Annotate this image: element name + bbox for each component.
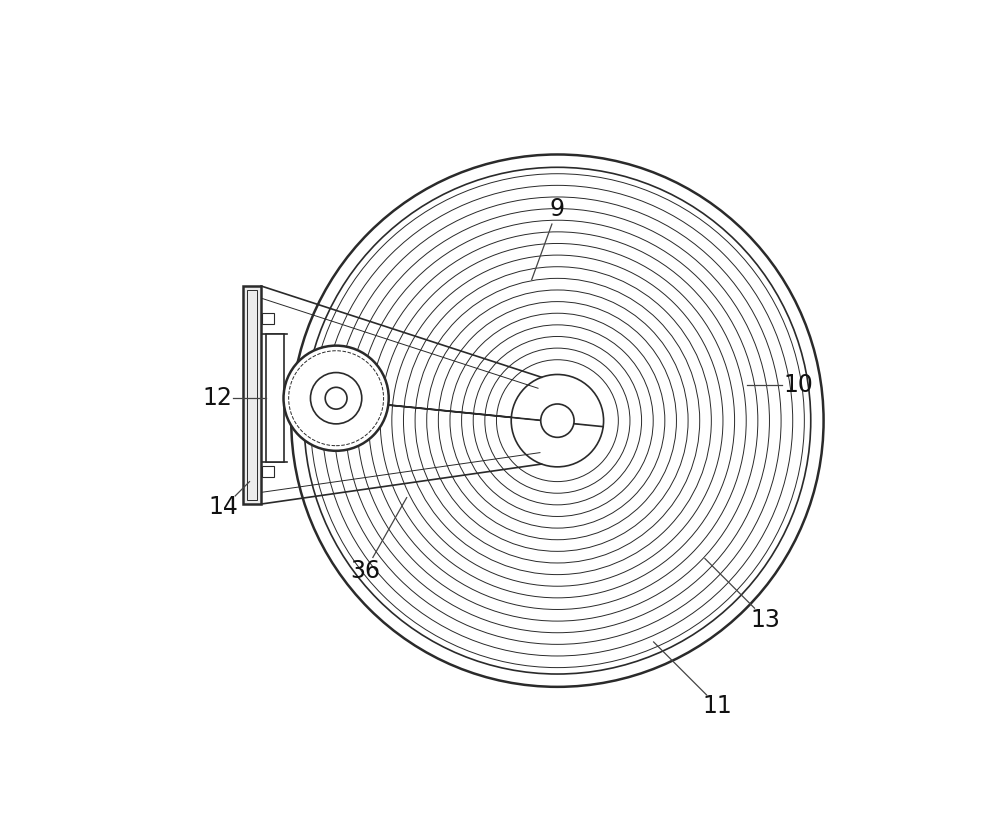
- Polygon shape: [284, 394, 603, 426]
- Bar: [247, 290, 257, 500]
- Circle shape: [325, 387, 347, 409]
- Text: 36: 36: [350, 560, 380, 583]
- Text: 10: 10: [783, 373, 813, 397]
- Bar: [262, 466, 274, 477]
- Circle shape: [310, 372, 362, 424]
- Text: 12: 12: [203, 387, 232, 410]
- Circle shape: [511, 375, 604, 466]
- Text: 9: 9: [550, 197, 565, 221]
- Circle shape: [284, 346, 389, 451]
- Text: 11: 11: [703, 694, 733, 718]
- Bar: [262, 313, 274, 325]
- Bar: [266, 334, 284, 462]
- Text: 14: 14: [209, 496, 239, 519]
- Circle shape: [541, 404, 574, 437]
- Bar: [243, 286, 261, 504]
- Text: 13: 13: [751, 607, 781, 631]
